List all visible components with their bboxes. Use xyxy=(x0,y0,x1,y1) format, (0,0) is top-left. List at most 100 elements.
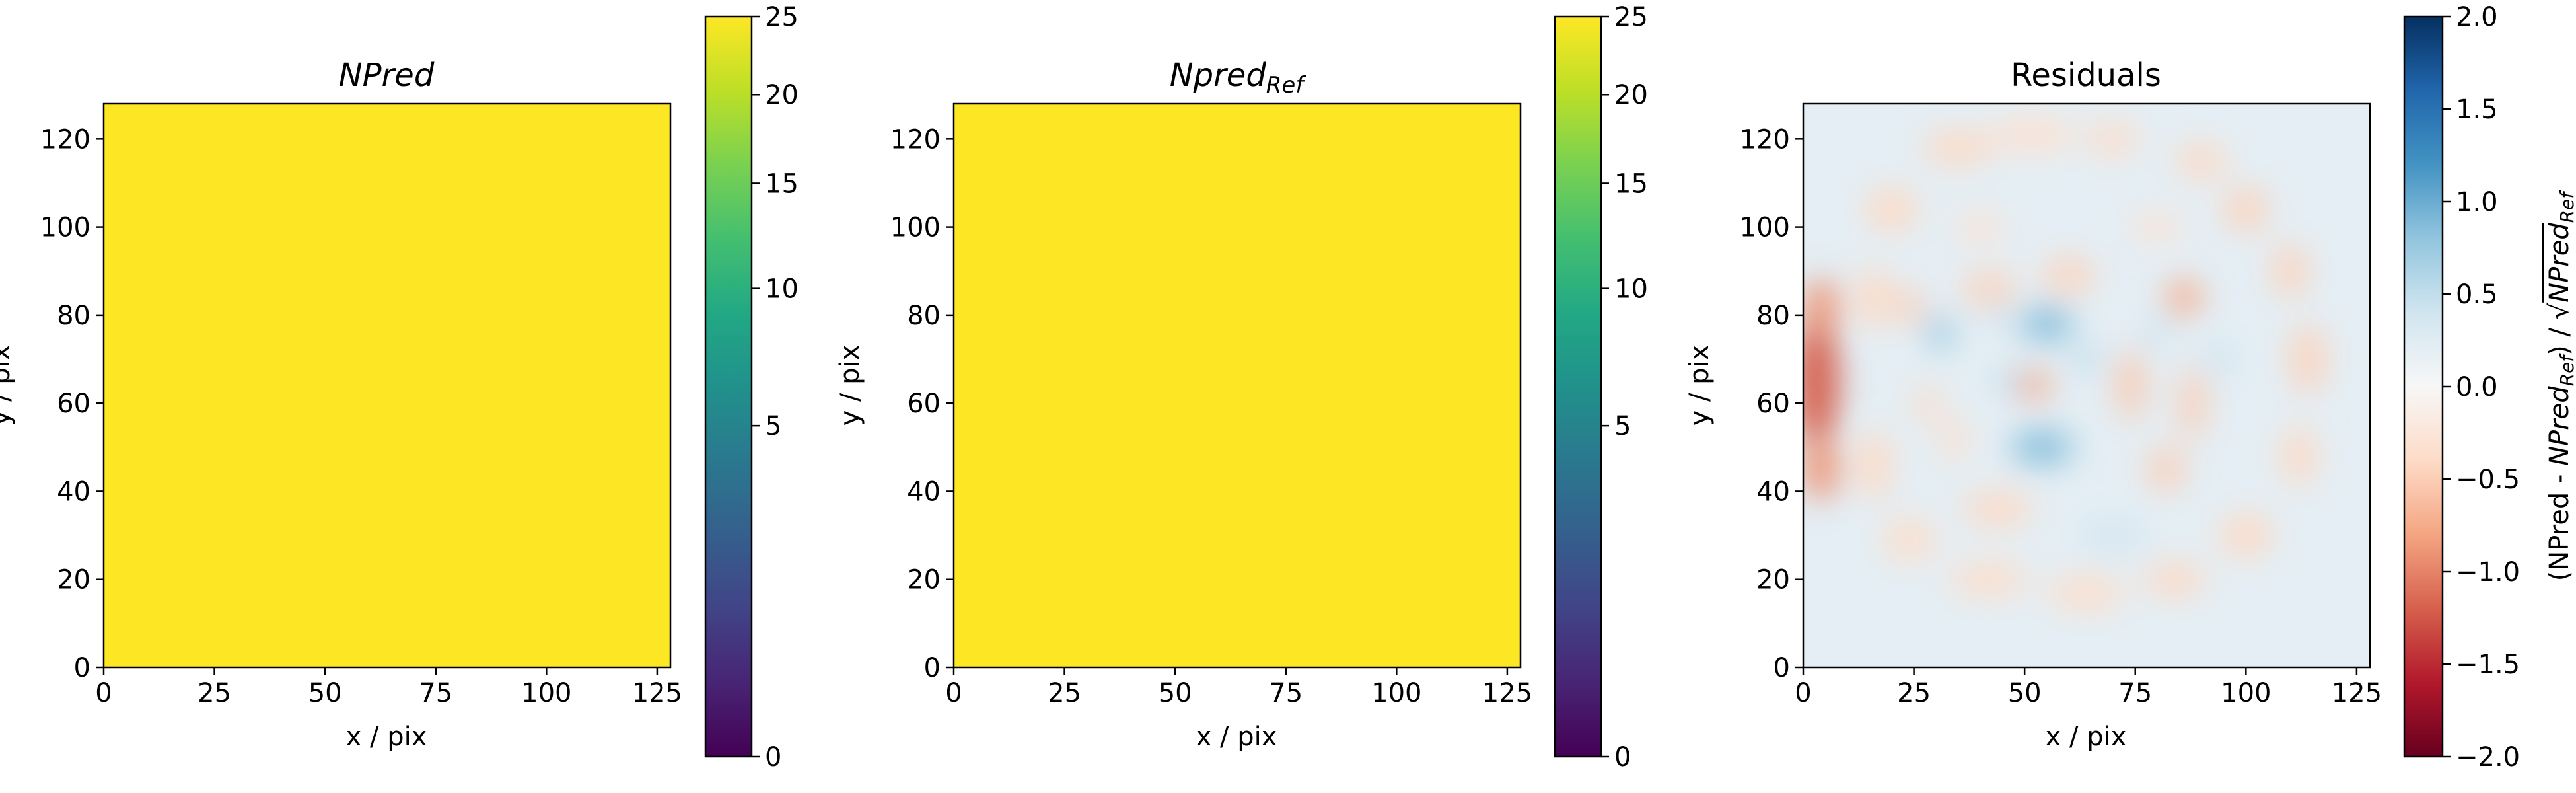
colorbar-tick-label: 10 xyxy=(1614,274,1648,305)
x-tick-label: 75 xyxy=(419,678,452,708)
panel-npred-image xyxy=(104,104,670,667)
residual-structure-29 xyxy=(1941,416,1967,461)
colorbar-tick-label: 20 xyxy=(765,80,799,110)
residual-structure-8 xyxy=(1865,188,1918,232)
residual-structure-15 xyxy=(1949,562,2029,597)
residual-structure-19 xyxy=(1896,289,1923,324)
residual-structure-4 xyxy=(1989,117,2078,152)
cbar-label-part-4: ) / xyxy=(2544,319,2575,356)
colorbar-tick-label: −0.5 xyxy=(2456,465,2520,495)
panel-npred-ref-y-label: y / pix xyxy=(835,345,865,426)
residual-structure-18 xyxy=(1856,267,1892,328)
x-tick-label: 25 xyxy=(197,678,231,708)
residual-structure-37 xyxy=(1989,302,2007,328)
colorbar-tick-label: 0.5 xyxy=(2456,280,2498,310)
residual-structure-13 xyxy=(2144,562,2206,597)
y-tick-label: 120 xyxy=(890,124,941,155)
residual-structure-20 xyxy=(1914,386,1941,421)
residual-structure-5 xyxy=(2087,122,2139,157)
colorbar-tick-label: −2.0 xyxy=(2456,742,2520,773)
residual-structure-32 xyxy=(1927,315,1954,350)
panel-npred-y-ticks: 0 20 40 60 80 100 120 xyxy=(40,124,104,683)
residual-structure-34 xyxy=(2011,430,2073,465)
y-tick-label: 120 xyxy=(40,124,90,155)
residual-structure-39 xyxy=(2078,517,2149,552)
x-tick-label: 125 xyxy=(1482,678,1532,708)
panel-npred-y-label: y / pix xyxy=(0,345,16,426)
colorbar-tick-label: 0 xyxy=(765,742,781,773)
colorbar-tick-label: 1.5 xyxy=(2456,94,2498,125)
residual-structure-3 xyxy=(1923,130,1993,165)
y-tick-label: 20 xyxy=(1756,565,1790,595)
x-tick-label: 125 xyxy=(2332,678,2382,708)
residual-structure-31 xyxy=(2131,214,2184,241)
residual-structure-33 xyxy=(2020,307,2073,342)
residual-structure-28 xyxy=(1962,491,2033,526)
residual-structure-0 xyxy=(1795,315,1839,447)
panel-npred-ref-title: NpredRef xyxy=(1170,57,1307,98)
x-tick-label: 75 xyxy=(1269,678,1303,708)
residual-structure-38 xyxy=(2201,342,2237,377)
cbar-label-part-2: NPred xyxy=(2544,386,2575,466)
residual-structure-9 xyxy=(2273,245,2308,297)
y-tick-label: 40 xyxy=(1756,476,1790,507)
panel-residuals-colorbar-label: (NPred - NPredRef) / √NPredRef xyxy=(2544,190,2576,582)
colorbar-tick-label: 20 xyxy=(1614,80,1648,110)
x-tick-label: 100 xyxy=(2221,678,2271,708)
x-tick-label: 25 xyxy=(1897,678,1931,708)
cbar-label-part-7: Ref xyxy=(2556,190,2576,223)
cbar-label-part-1: (NPred - xyxy=(2544,466,2575,581)
y-tick-label: 0 xyxy=(74,653,90,683)
panel-npred-ref-title-sub: Ref xyxy=(1266,72,1307,98)
y-tick-label: 60 xyxy=(57,389,90,419)
panel-npred-ref-title-main: Npred xyxy=(1170,57,1267,94)
panel-npred-ref-x-ticks: 0 25 50 75 100 125 xyxy=(945,667,1532,708)
y-tick-label: 120 xyxy=(1740,124,1790,155)
panel-npred-title: NPred xyxy=(339,57,435,94)
y-tick-label: 100 xyxy=(40,213,90,243)
residual-structure-36 xyxy=(1993,368,2020,395)
y-tick-label: 20 xyxy=(57,565,90,595)
residual-structure-11 xyxy=(2281,425,2317,486)
colorbar-tick-label: 15 xyxy=(1614,169,1648,199)
residual-structure-14 xyxy=(2047,575,2127,610)
residual-structure-7 xyxy=(2224,188,2268,232)
panel-residuals-y-ticks: 020406080100120 xyxy=(1740,124,1803,683)
y-tick-label: 60 xyxy=(907,389,941,419)
residual-structure-26 xyxy=(2149,447,2184,492)
y-tick-label: 100 xyxy=(890,213,941,243)
residual-structure-2 xyxy=(1803,280,1839,333)
colorbar-tick-label: 1.0 xyxy=(2456,187,2498,217)
panel-npred-x-ticks: 0 25 50 75 100 125 xyxy=(95,667,682,708)
x-tick-label: 100 xyxy=(1371,678,1421,708)
panel-npred-colorbar-ticks: 0510152025 xyxy=(752,2,799,773)
residual-structure-10 xyxy=(2290,324,2326,395)
residual-structure-30 xyxy=(1954,214,2007,241)
x-tick-label: 50 xyxy=(2008,678,2042,708)
colorbar-tick-label: 10 xyxy=(765,274,799,305)
colorbar-tick-label: 25 xyxy=(765,2,799,32)
y-tick-label: 80 xyxy=(1756,301,1790,331)
x-tick-label: 0 xyxy=(1795,678,1811,708)
x-tick-label: 50 xyxy=(1159,678,1192,708)
residual-structure-25 xyxy=(2180,368,2206,439)
panel-residuals-colorbar-ticks: 2.01.51.00.50.0−0.5−1.0−1.5−2.0 xyxy=(2443,2,2520,773)
panel-npred-ref-x-label: x / pix xyxy=(1196,722,1277,752)
residual-structure-1 xyxy=(1803,438,1839,500)
panel-residuals-colorbar xyxy=(2404,17,2443,757)
y-tick-label: 40 xyxy=(57,476,90,507)
colorbar-tick-label: 25 xyxy=(1614,2,1648,32)
x-tick-label: 100 xyxy=(521,678,571,708)
residual-structure-6 xyxy=(2175,143,2228,178)
panel-residuals: Residuals 0 25 50 75 100 125 020406080100120 … xyxy=(1684,2,2576,773)
x-tick-label: 75 xyxy=(2118,678,2152,708)
residual-structure-27 xyxy=(2016,373,2052,399)
colorbar-tick-label: −1.0 xyxy=(2456,557,2520,587)
colorbar-tick-label: −1.5 xyxy=(2456,650,2520,680)
y-tick-label: 40 xyxy=(907,476,941,507)
x-tick-label: 0 xyxy=(95,678,112,708)
panel-npred-ref-colorbar-ticks: 0 5 10 15 20 25 xyxy=(1601,2,1648,773)
cbar-label-part-3: Ref xyxy=(2556,353,2576,387)
